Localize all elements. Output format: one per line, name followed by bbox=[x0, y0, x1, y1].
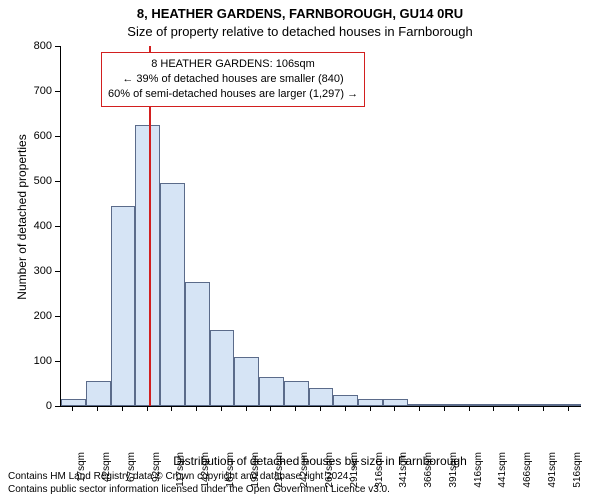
histogram-bar bbox=[531, 404, 556, 406]
x-tick-mark bbox=[493, 406, 494, 411]
x-tick-mark bbox=[444, 406, 445, 411]
histogram-bar bbox=[234, 357, 259, 407]
x-tick-mark bbox=[469, 406, 470, 411]
y-tick-mark bbox=[55, 46, 60, 47]
x-tick-mark bbox=[171, 406, 172, 411]
y-tick-mark bbox=[55, 136, 60, 137]
histogram-bar bbox=[556, 404, 581, 406]
histogram-bar bbox=[333, 395, 358, 406]
x-tick-mark bbox=[419, 406, 420, 411]
x-tick-mark bbox=[72, 406, 73, 411]
footer: Contains HM Land Registry data © Crown c… bbox=[8, 471, 592, 496]
x-tick-mark bbox=[221, 406, 222, 411]
x-tick-mark bbox=[345, 406, 346, 411]
y-tick-mark bbox=[55, 361, 60, 362]
y-tick-label: 600 bbox=[0, 130, 52, 142]
y-tick-mark bbox=[55, 316, 60, 317]
histogram-bar bbox=[86, 381, 111, 406]
x-tick-mark bbox=[270, 406, 271, 411]
x-tick-mark bbox=[97, 406, 98, 411]
y-tick-mark bbox=[55, 226, 60, 227]
x-tick-mark bbox=[246, 406, 247, 411]
y-tick-label: 100 bbox=[0, 355, 52, 367]
y-axis-label: Number of detached properties bbox=[15, 117, 29, 317]
x-tick-mark bbox=[370, 406, 371, 411]
histogram-bar bbox=[61, 399, 86, 406]
plot-area: 8 HEATHER GARDENS: 106sqm← 39% of detach… bbox=[60, 46, 581, 407]
histogram-bar bbox=[259, 377, 284, 406]
annotation-line: 60% of semi-detached houses are larger (… bbox=[108, 87, 358, 102]
x-tick-mark bbox=[543, 406, 544, 411]
x-tick-mark bbox=[196, 406, 197, 411]
x-tick-mark bbox=[320, 406, 321, 411]
y-tick-mark bbox=[55, 271, 60, 272]
histogram-bar bbox=[383, 399, 408, 406]
x-tick-mark bbox=[147, 406, 148, 411]
y-tick-label: 400 bbox=[0, 220, 52, 232]
histogram-bar bbox=[432, 404, 457, 406]
histogram-bar bbox=[135, 125, 160, 406]
histogram-bar bbox=[309, 388, 334, 406]
histogram-bar bbox=[358, 399, 383, 406]
annotation-line: 8 HEATHER GARDENS: 106sqm bbox=[108, 57, 358, 72]
y-tick-mark bbox=[55, 91, 60, 92]
title-sub: Size of property relative to detached ho… bbox=[0, 24, 600, 39]
y-tick-label: 200 bbox=[0, 310, 52, 322]
footer-line-2: Contains public sector information licen… bbox=[8, 484, 592, 497]
x-tick-mark bbox=[394, 406, 395, 411]
histogram-bar bbox=[185, 282, 210, 406]
footer-line-1: Contains HM Land Registry data © Crown c… bbox=[8, 471, 592, 484]
y-tick-mark bbox=[55, 406, 60, 407]
y-tick-mark bbox=[55, 181, 60, 182]
histogram-bar bbox=[210, 330, 235, 407]
annotation-line: ← 39% of detached houses are smaller (84… bbox=[108, 72, 358, 87]
histogram-bar bbox=[457, 404, 482, 406]
x-tick-mark bbox=[568, 406, 569, 411]
y-tick-label: 500 bbox=[0, 175, 52, 187]
y-tick-label: 300 bbox=[0, 265, 52, 277]
y-tick-label: 800 bbox=[0, 40, 52, 52]
y-tick-label: 700 bbox=[0, 85, 52, 97]
histogram-bar bbox=[284, 381, 309, 406]
x-tick-mark bbox=[518, 406, 519, 411]
x-tick-mark bbox=[295, 406, 296, 411]
histogram-bar bbox=[111, 206, 136, 406]
title-main: 8, HEATHER GARDENS, FARNBOROUGH, GU14 0R… bbox=[0, 6, 600, 21]
y-tick-label: 0 bbox=[0, 400, 52, 412]
x-tick-mark bbox=[122, 406, 123, 411]
chart-container: 8, HEATHER GARDENS, FARNBOROUGH, GU14 0R… bbox=[0, 0, 600, 500]
histogram-bar bbox=[160, 183, 185, 406]
annotation-box: 8 HEATHER GARDENS: 106sqm← 39% of detach… bbox=[101, 52, 365, 107]
